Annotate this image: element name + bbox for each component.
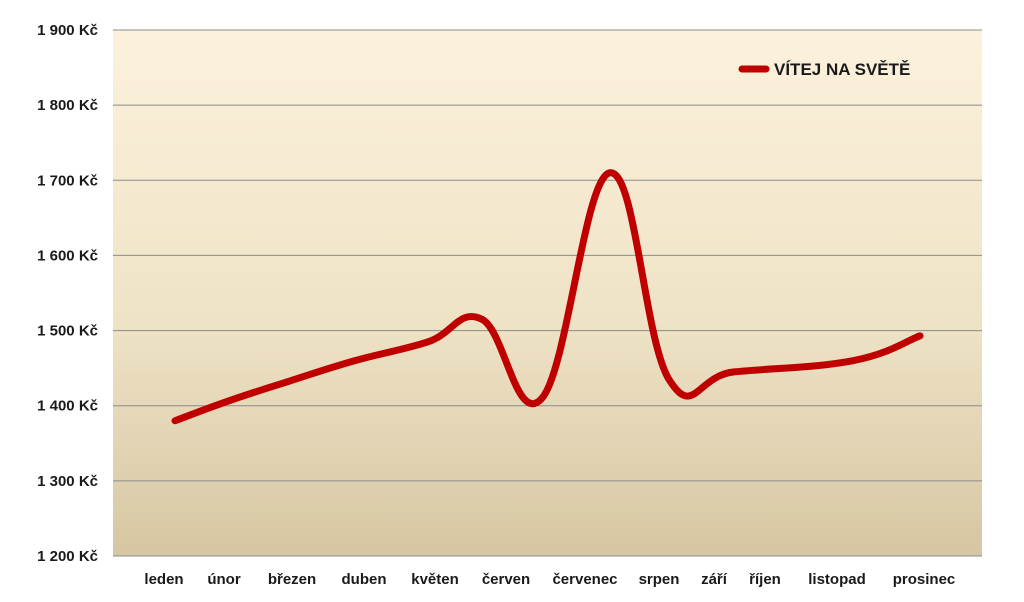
x-tick-label: leden bbox=[144, 571, 183, 588]
x-axis-ticks: leden únor březen duben květen červen červenec… bbox=[144, 571, 955, 588]
x-tick-label: srpen bbox=[639, 571, 680, 588]
y-tick-label: 1 500 Kč bbox=[37, 323, 98, 340]
y-axis-ticks: 1 200 Kč 1 300 Kč 1 400 Kč 1 500 Kč 1 600 Kč… bbox=[37, 22, 98, 565]
x-tick-label: prosinec bbox=[893, 571, 956, 588]
x-tick-label: únor bbox=[207, 571, 240, 588]
plot-area bbox=[113, 30, 982, 556]
x-tick-label: červen bbox=[482, 571, 530, 588]
y-tick-label: 1 300 Kč bbox=[37, 473, 98, 490]
x-tick-label: září bbox=[701, 571, 728, 588]
y-tick-label: 1 900 Kč bbox=[37, 22, 98, 39]
x-tick-label: březen bbox=[268, 571, 316, 588]
y-tick-label: 1 600 Kč bbox=[37, 247, 98, 264]
x-tick-label: listopad bbox=[808, 571, 866, 588]
x-tick-label: duben bbox=[342, 571, 387, 588]
y-tick-label: 1 200 Kč bbox=[37, 548, 98, 565]
x-tick-label: květen bbox=[411, 571, 459, 588]
y-tick-label: 1 700 Kč bbox=[37, 172, 98, 189]
y-tick-label: 1 800 Kč bbox=[37, 97, 98, 114]
x-tick-label: červenec bbox=[552, 571, 617, 588]
legend-label: VÍTEJ NA SVĚTĚ bbox=[774, 60, 910, 79]
y-tick-label: 1 400 Kč bbox=[37, 398, 98, 415]
x-tick-label: říjen bbox=[749, 571, 781, 588]
